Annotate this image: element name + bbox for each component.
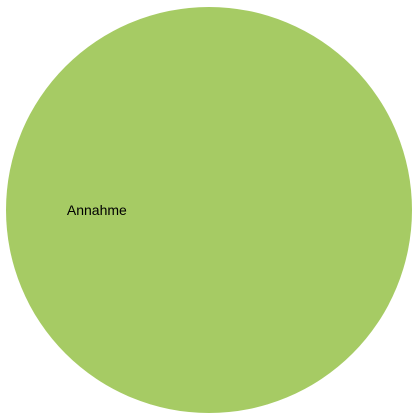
pie-slice-annahme	[6, 7, 412, 413]
pie-labels: Annahme	[67, 202, 127, 218]
pie-slice-label: Annahme	[67, 202, 127, 218]
pie-slices	[6, 7, 412, 413]
